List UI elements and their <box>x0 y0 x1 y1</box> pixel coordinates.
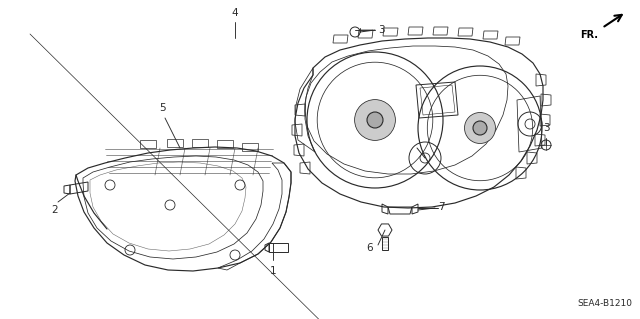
Text: 7: 7 <box>438 202 445 212</box>
Text: 5: 5 <box>159 103 165 113</box>
Text: FR.: FR. <box>580 30 598 40</box>
Text: 4: 4 <box>232 8 238 18</box>
Text: 1: 1 <box>269 266 276 276</box>
Text: 3: 3 <box>378 25 385 35</box>
Text: 2: 2 <box>52 205 58 215</box>
Circle shape <box>355 100 396 140</box>
Text: 3: 3 <box>543 123 549 133</box>
Text: 6: 6 <box>366 243 373 253</box>
Circle shape <box>367 112 383 128</box>
Circle shape <box>473 121 487 135</box>
Text: SEA4-B1210: SEA4-B1210 <box>577 299 632 308</box>
Circle shape <box>465 113 495 144</box>
